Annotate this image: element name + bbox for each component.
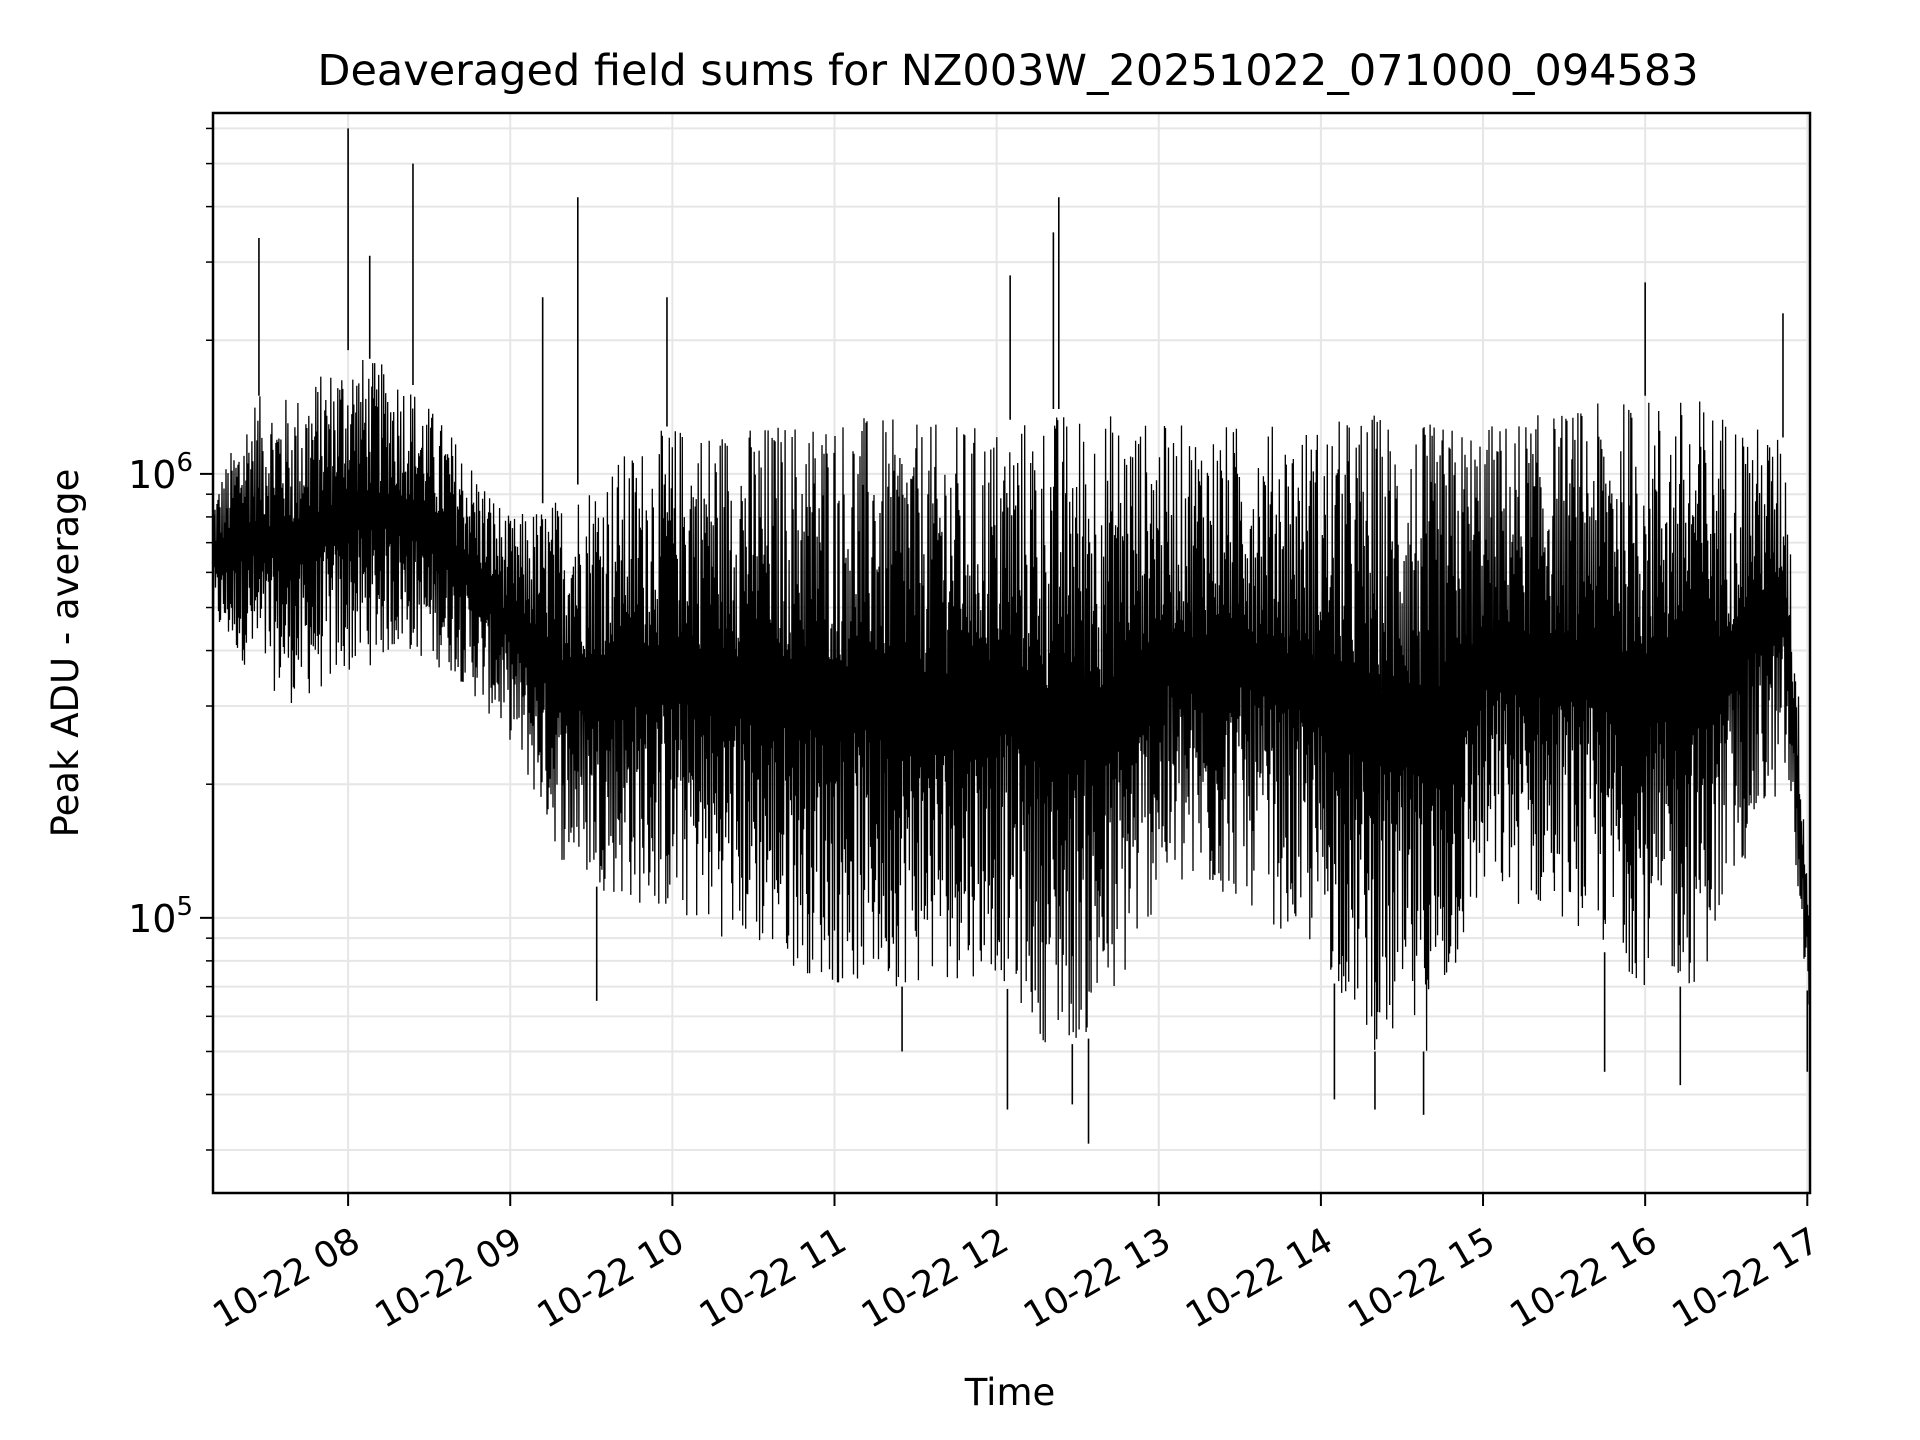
y-tick-label-base: 10 (128, 897, 176, 941)
y-tick-label-base: 10 (128, 453, 176, 497)
y-tick-label: 106 (128, 448, 193, 497)
x-axis-label: Time (964, 1371, 1056, 1414)
y-tick-label-exponent: 6 (176, 448, 193, 478)
plot-frame (211, 111, 1812, 1195)
chart-title: Deaveraged field sums for NZ003W_2025102… (317, 46, 1698, 96)
series-line (212, 359, 1811, 1051)
y-axis-label: Peak ADU - average (44, 469, 87, 838)
series-trace (212, 128, 1811, 1144)
y-tick-label: 105 (128, 892, 193, 941)
y-tick-label-exponent: 5 (176, 892, 193, 922)
